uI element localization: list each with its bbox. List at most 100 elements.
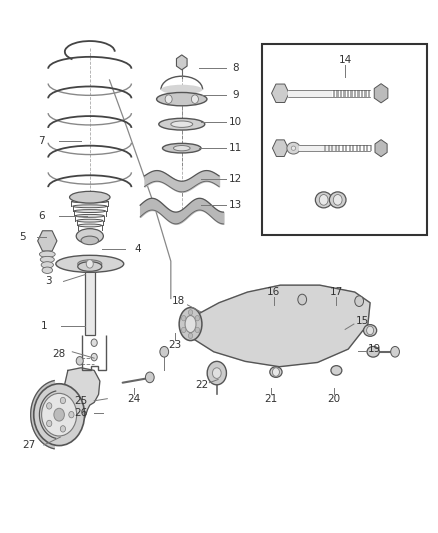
Ellipse shape [39,251,55,257]
Ellipse shape [161,85,202,94]
Circle shape [46,403,52,409]
Text: 27: 27 [22,440,35,450]
Circle shape [188,310,193,315]
Ellipse shape [329,192,346,208]
Circle shape [60,426,66,432]
Ellipse shape [159,118,205,130]
Bar [331,145,333,151]
Circle shape [188,333,193,338]
Polygon shape [50,368,100,431]
Text: 14: 14 [339,55,352,64]
Circle shape [69,411,74,418]
Bar [368,90,370,97]
Bar [354,90,356,97]
Bar [357,90,360,97]
Bar [352,145,354,151]
Bar [364,90,367,97]
Bar [342,145,344,151]
Bar [350,90,353,97]
Ellipse shape [331,366,342,375]
Bar [335,145,337,151]
Text: 8: 8 [232,63,239,73]
Circle shape [165,95,172,103]
Text: 7: 7 [38,136,45,146]
Text: 19: 19 [368,344,381,354]
Bar [343,90,346,97]
Circle shape [181,327,186,333]
Ellipse shape [315,192,332,208]
Ellipse shape [185,316,196,333]
Circle shape [195,316,200,321]
Polygon shape [31,381,56,449]
Bar [262,44,427,235]
Circle shape [355,296,364,306]
Circle shape [76,357,83,365]
Text: 24: 24 [127,394,140,403]
Ellipse shape [77,219,103,222]
Ellipse shape [81,236,99,245]
Bar [340,90,342,97]
Circle shape [298,294,307,305]
Bar [299,145,339,151]
Ellipse shape [162,143,201,153]
Circle shape [42,393,77,436]
Text: 9: 9 [232,90,239,100]
Ellipse shape [291,146,296,150]
Circle shape [181,316,186,321]
Bar [328,145,330,151]
Circle shape [54,408,64,421]
Ellipse shape [78,262,102,271]
Circle shape [319,195,328,205]
Text: 11: 11 [229,143,242,153]
Ellipse shape [42,267,53,273]
Text: 22: 22 [196,380,209,390]
Circle shape [367,326,374,335]
Circle shape [34,384,85,446]
Bar [356,145,358,151]
Circle shape [195,327,200,333]
Bar [347,90,349,97]
Ellipse shape [156,92,207,106]
Ellipse shape [179,308,202,341]
Ellipse shape [74,209,106,213]
Text: 12: 12 [229,174,242,183]
Ellipse shape [40,256,54,263]
Bar [345,145,347,151]
Ellipse shape [171,121,193,127]
Circle shape [160,346,169,357]
Text: 21: 21 [264,394,277,403]
Bar [336,90,339,97]
Bar [366,145,368,151]
Text: 26: 26 [74,408,88,418]
Circle shape [207,361,226,385]
Text: 15: 15 [356,316,369,326]
Text: 20: 20 [327,394,340,403]
Bar [288,90,332,97]
Circle shape [91,339,97,346]
Ellipse shape [76,229,103,244]
Circle shape [212,368,221,378]
Circle shape [272,368,279,376]
Bar [370,145,372,151]
Bar [361,90,363,97]
Circle shape [46,420,52,426]
Text: 18: 18 [172,296,185,306]
Circle shape [60,397,66,403]
Ellipse shape [71,200,108,203]
Text: 16: 16 [267,287,280,297]
Text: 3: 3 [45,277,52,286]
Text: 4: 4 [134,245,141,254]
Circle shape [191,95,198,103]
Bar [338,145,340,151]
Circle shape [145,372,154,383]
Circle shape [333,195,342,205]
Bar [359,145,361,151]
Text: 6: 6 [38,211,45,221]
Circle shape [391,346,399,357]
Ellipse shape [41,262,53,268]
Ellipse shape [78,260,102,268]
Circle shape [86,260,93,268]
Bar [324,145,326,151]
Ellipse shape [287,142,300,154]
Ellipse shape [367,346,379,357]
